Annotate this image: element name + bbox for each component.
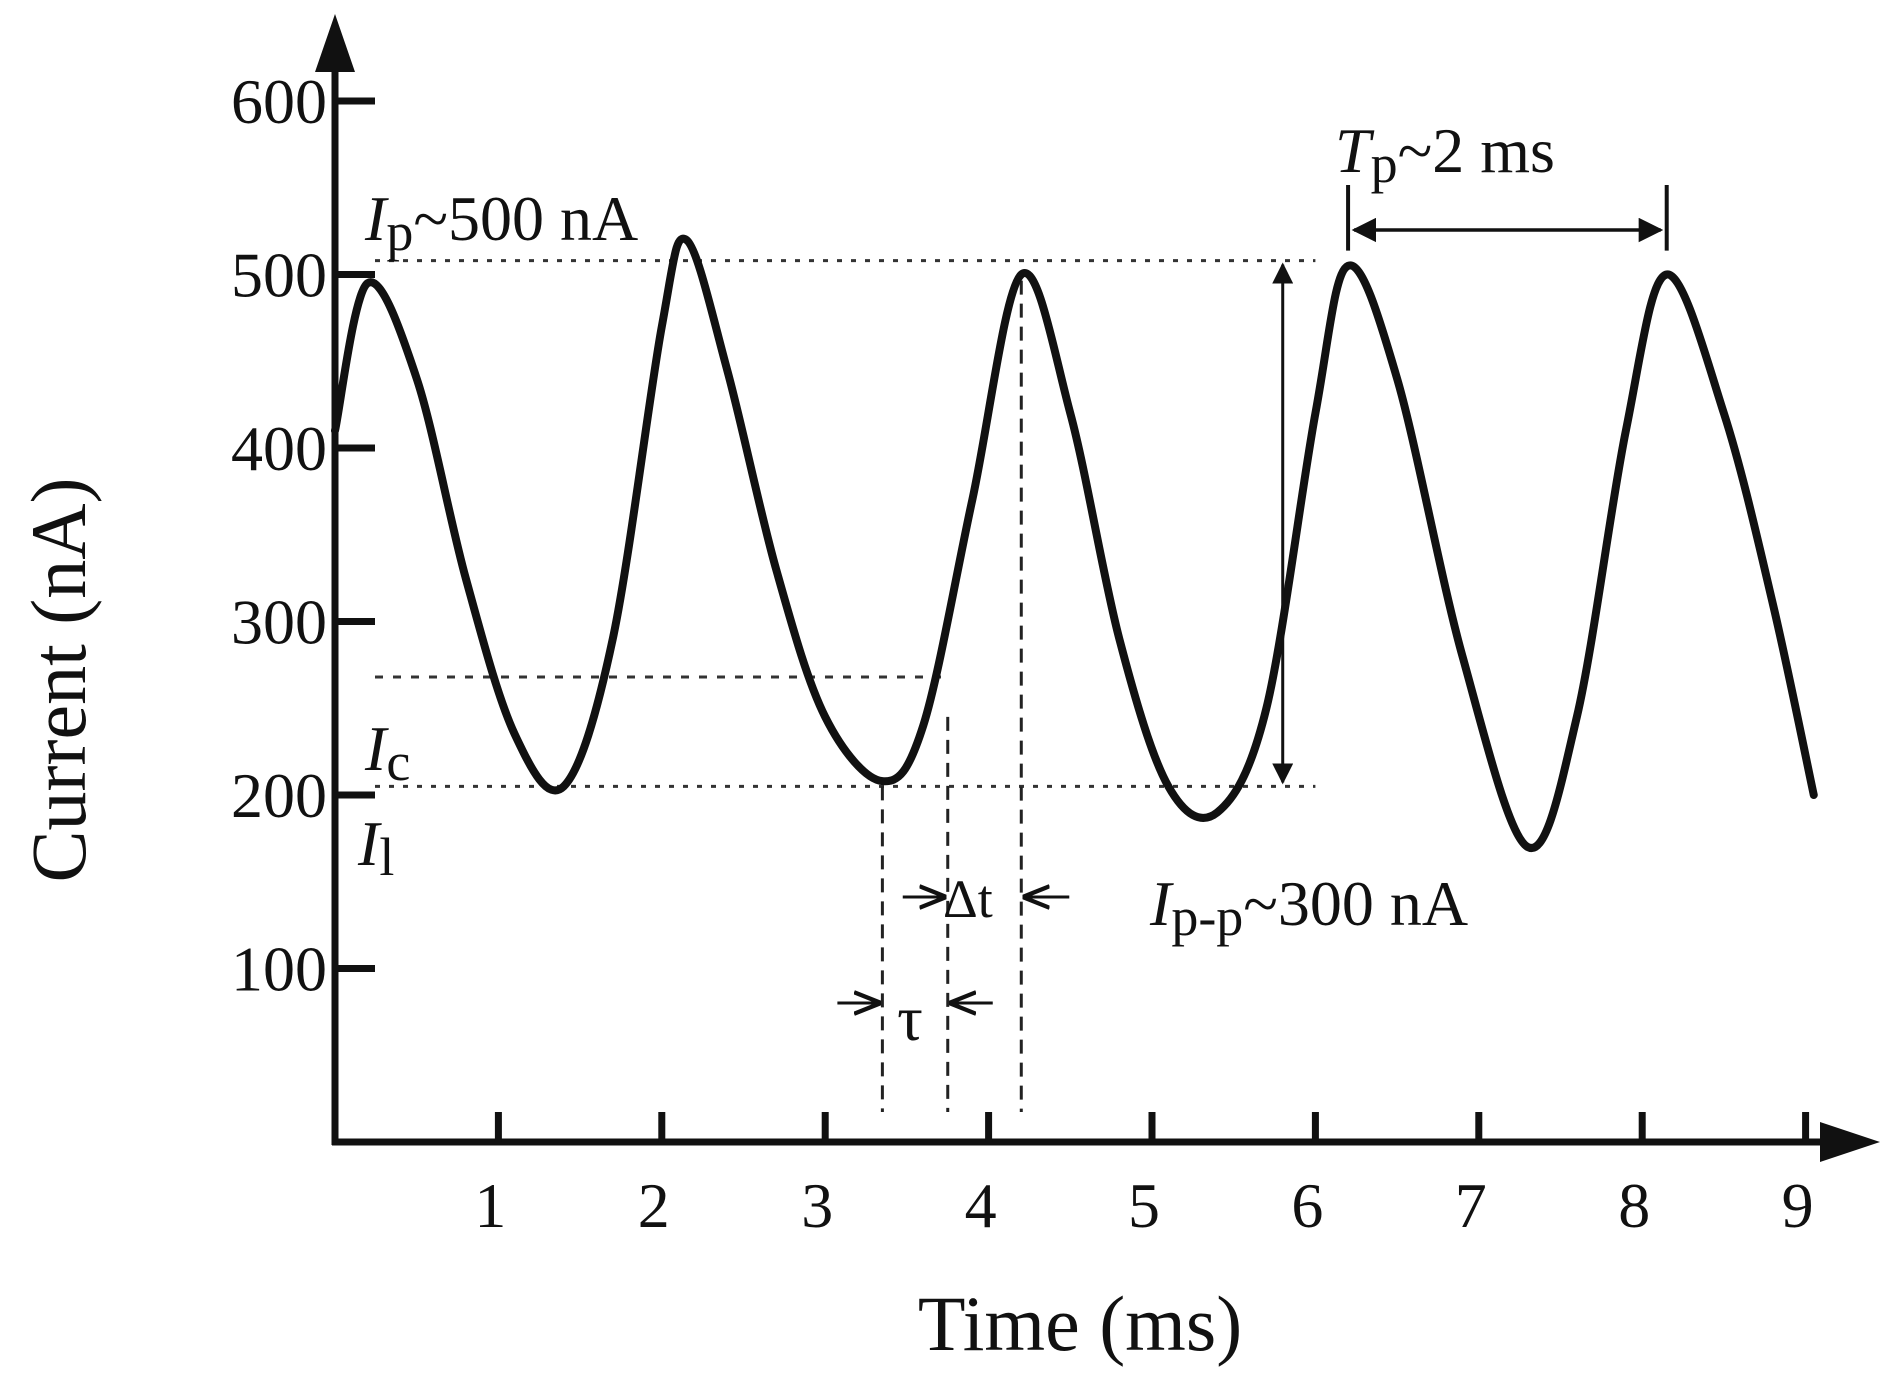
il-symbol: I bbox=[357, 808, 382, 879]
ic-subscript: c bbox=[386, 732, 410, 792]
ipp-value: ~300 nA bbox=[1243, 868, 1468, 939]
y-tick-label: 600 bbox=[231, 66, 327, 137]
x-tick-label: 5 bbox=[1128, 1170, 1160, 1241]
ipp-symbol: I bbox=[1149, 868, 1174, 939]
x-axis-arrow bbox=[1820, 1122, 1880, 1162]
x-tick-label: 3 bbox=[801, 1170, 833, 1241]
ip-symbol: I bbox=[364, 183, 389, 254]
tp-subscript: p bbox=[1371, 134, 1398, 194]
x-tick-label: 4 bbox=[965, 1170, 997, 1241]
peak-current-annotation: Ip~500 nA bbox=[364, 183, 638, 262]
tp-symbol: T bbox=[1335, 115, 1375, 186]
y-tick-label: 100 bbox=[231, 934, 327, 1005]
x-tick-label: 6 bbox=[1291, 1170, 1323, 1241]
y-tick-label: 500 bbox=[231, 240, 327, 311]
threshold-current-annotation: Ic bbox=[364, 713, 410, 792]
ipp-subscript: p-p bbox=[1171, 887, 1243, 947]
y-ticks: 100 200 300 400 500 600 bbox=[231, 66, 375, 1005]
delta-t-annotation: Δt bbox=[943, 869, 993, 929]
tp-value: ~2 ms bbox=[1398, 115, 1555, 186]
period-annotation: Tp~2 ms bbox=[1335, 115, 1555, 194]
x-tick-label: 9 bbox=[1782, 1170, 1814, 1241]
current-series-line bbox=[331, 234, 1818, 852]
annotation-arrows bbox=[837, 185, 1669, 1003]
ip-subscript: p bbox=[386, 202, 413, 262]
x-tick-label: 1 bbox=[474, 1170, 506, 1241]
y-axis-arrow bbox=[315, 14, 355, 72]
tau-annotation: τ bbox=[897, 983, 923, 1054]
peak-to-peak-annotation: Ip-p~300 nA bbox=[1149, 868, 1468, 947]
x-tick-label: 2 bbox=[638, 1170, 670, 1241]
ic-symbol: I bbox=[364, 713, 389, 784]
y-tick-label: 400 bbox=[231, 413, 327, 484]
x-tick-label: 7 bbox=[1455, 1170, 1487, 1241]
low-current-annotation: Il bbox=[357, 808, 394, 887]
il-subscript: l bbox=[379, 827, 394, 887]
x-ticks: 1 2 3 4 5 6 7 8 9 bbox=[474, 1112, 1814, 1241]
x-tick-label: 8 bbox=[1618, 1170, 1650, 1241]
x-axis-title: Time (ms) bbox=[918, 1280, 1242, 1367]
y-tick-label: 300 bbox=[231, 587, 327, 658]
reference-lines bbox=[375, 259, 1316, 1112]
axes: 1 2 3 4 5 6 7 8 9 100 200 300 400 500 600 bbox=[231, 14, 1880, 1241]
y-axis-title: Current (nA) bbox=[15, 477, 102, 882]
ip-value: ~500 nA bbox=[413, 183, 638, 254]
y-tick-label: 200 bbox=[231, 760, 327, 831]
